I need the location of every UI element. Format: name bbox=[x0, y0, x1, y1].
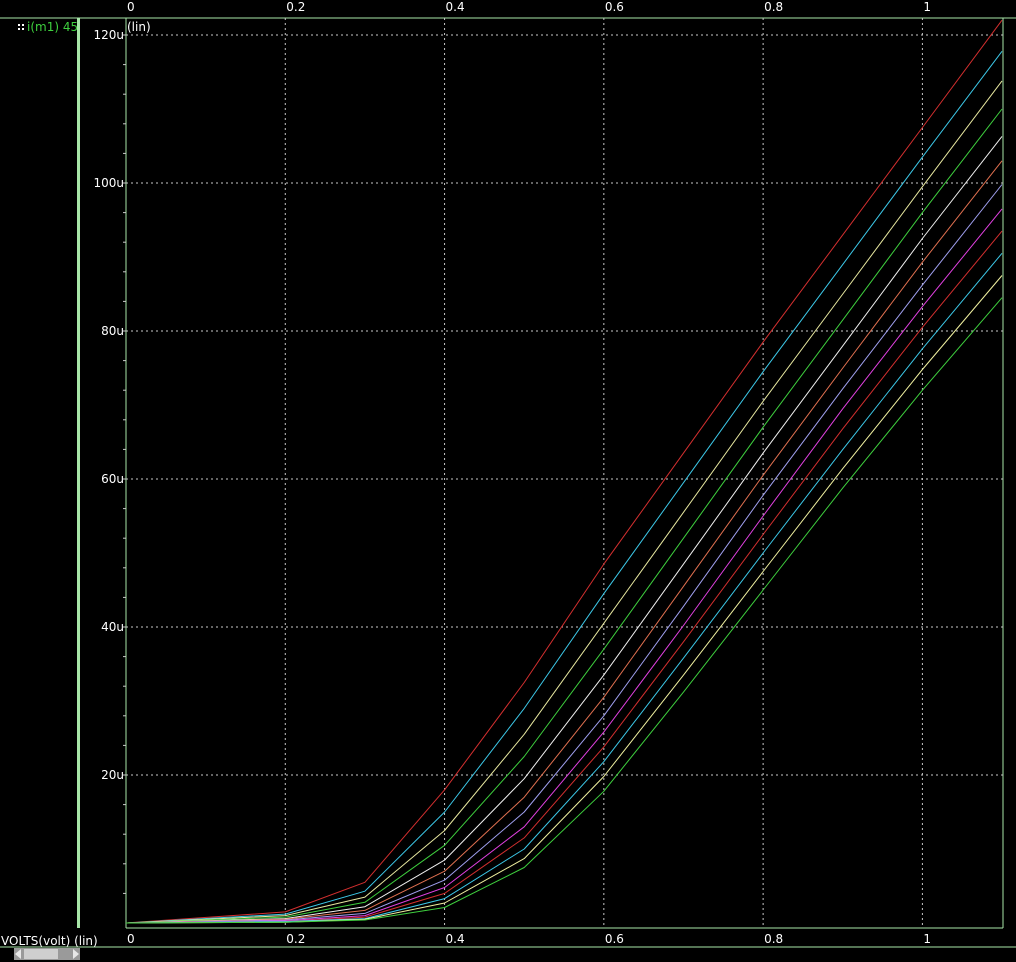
x-tick-label-bottom: 0.8 bbox=[764, 932, 784, 946]
x-tick-label-top: 1 bbox=[923, 0, 932, 14]
series-line-5[interactable] bbox=[125, 136, 1003, 924]
series-group bbox=[125, 19, 1003, 924]
scroll-left-arrow-icon[interactable] bbox=[15, 949, 21, 959]
x-tick-label-top: 0.8 bbox=[764, 0, 784, 14]
scroll-right-arrow-icon[interactable] bbox=[73, 949, 79, 959]
series-line-10[interactable] bbox=[125, 252, 1003, 924]
x-axis-label: VOLTS(volt) (lin) bbox=[1, 934, 98, 948]
x-tick-label-bottom: 0 bbox=[127, 932, 135, 946]
series-line-4[interactable] bbox=[125, 108, 1003, 924]
scroll-thumb[interactable] bbox=[24, 949, 58, 959]
series-line-8[interactable] bbox=[125, 208, 1003, 924]
x-tick-label-top: 0.2 bbox=[286, 0, 306, 14]
x-tick-label-top: 0.6 bbox=[604, 0, 624, 14]
legend-label: i(m1) 45 bbox=[27, 20, 79, 34]
y-tick-label: 120u bbox=[93, 28, 124, 42]
x-tick-label-top: 0 bbox=[127, 0, 135, 14]
y-tick-label: 20u bbox=[101, 768, 124, 782]
series-line-7[interactable] bbox=[125, 184, 1003, 924]
legend-separator[interactable] bbox=[77, 18, 80, 928]
x-tick-label-bottom: 1 bbox=[923, 932, 932, 946]
grid bbox=[123, 18, 1003, 928]
series-line-1[interactable] bbox=[125, 19, 1003, 924]
y-tick-label: 60u bbox=[101, 472, 124, 486]
x-tick-label-bottom: 0.6 bbox=[604, 932, 624, 946]
legend-entry[interactable]: i(m1) 45 bbox=[18, 20, 78, 34]
series-line-9[interactable] bbox=[125, 230, 1003, 924]
series-line-12[interactable] bbox=[125, 297, 1003, 924]
y-tick-label: 100u bbox=[93, 176, 124, 190]
series-line-3[interactable] bbox=[125, 80, 1003, 924]
x-tick-label-bottom: 0.4 bbox=[445, 932, 465, 946]
series-line-2[interactable] bbox=[125, 50, 1003, 924]
horizontal-scrollbar[interactable] bbox=[14, 948, 80, 960]
y-tick-label: 80u bbox=[101, 324, 124, 338]
series-line-6[interactable] bbox=[125, 160, 1003, 924]
legend-handle-icon[interactable] bbox=[18, 24, 24, 30]
x-tick-label-bottom: 0.2 bbox=[286, 932, 306, 946]
x-tick-label-top: 0.4 bbox=[445, 0, 465, 14]
y-tick-label: 40u bbox=[101, 620, 124, 634]
y-scale-note: (lin) bbox=[127, 20, 151, 34]
